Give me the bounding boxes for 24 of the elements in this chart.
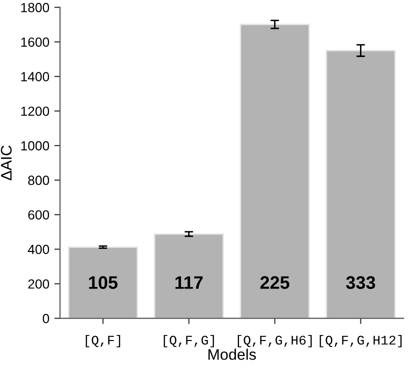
- y-tick-label: 400: [28, 244, 50, 254]
- y-tick-label: 1800: [21, 2, 50, 12]
- annotation: 117: [175, 276, 203, 289]
- bar: [154, 233, 224, 318]
- bar: [240, 24, 310, 318]
- annotation: 225: [260, 276, 290, 289]
- x-tick-label: [Q,F,G]: [164, 334, 214, 348]
- annotation: 105: [89, 276, 118, 289]
- y-tick-label: 600: [28, 210, 50, 220]
- y-tick-label: 1400: [21, 72, 50, 82]
- y-tick-label: 200: [28, 279, 50, 289]
- x-tick-label: [Q,F,G,H12]: [320, 334, 402, 348]
- y-tick-label: 800: [28, 176, 50, 186]
- y-tick-label: 0: [42, 314, 50, 324]
- annotation: 333: [346, 276, 376, 289]
- y-tick-label: 1200: [21, 106, 50, 116]
- bar: [326, 50, 396, 318]
- bar: [68, 246, 138, 318]
- y-tick-label: 1600: [21, 37, 50, 47]
- y-tick-label: 1000: [21, 141, 50, 150]
- x-tick-label: [Q,F]: [86, 334, 120, 348]
- x-axis-title: Models: [208, 348, 256, 360]
- x-tick-label: [Q,F,G,H6]: [238, 334, 312, 348]
- y-axis-title: ΔAIC: [0, 146, 12, 180]
